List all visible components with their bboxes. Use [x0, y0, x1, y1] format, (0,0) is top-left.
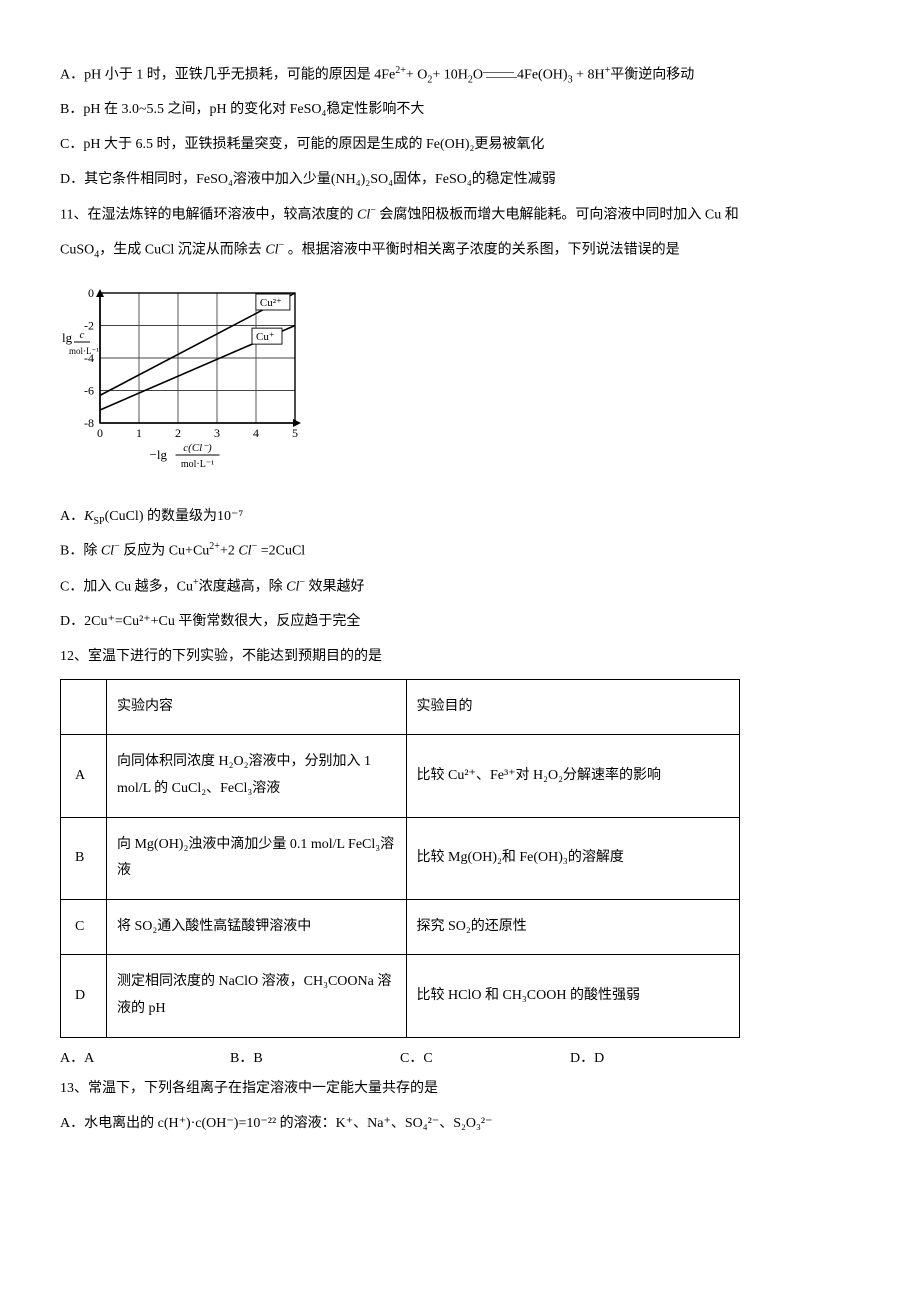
table-row: D 测定相同浓度的 NaClO 溶液，CH₃COONa 溶液的 pH 比较 HC…	[61, 955, 740, 1037]
row-purpose: 探究 SO₂的还原性	[406, 899, 739, 955]
choice-c: C．C	[400, 1044, 570, 1075]
q12-choices: A．A B．B C．C D．D	[60, 1044, 740, 1075]
svg-text:0: 0	[97, 426, 103, 440]
q13-opt-a: A．水电离出的 c(H⁺)·c(OH⁻)=10⁻²² 的溶液：K⁺、Na⁺、SO…	[60, 1109, 860, 1140]
q12-table: 实验内容 实验目的 A 向同体积同浓度 H₂O₂溶液中，分别加入 1 mol/L…	[60, 679, 740, 1038]
row-content: 向 Mg(OH)₂浊液中滴加少量 0.1 mol/L FeCl₃溶液	[106, 817, 406, 899]
svg-text:4: 4	[253, 426, 259, 440]
q11-opt-a: A．KSP(CuCl) 的数量级为10⁻⁷	[60, 502, 860, 533]
svg-text:c(Cl⁻): c(Cl⁻)	[183, 442, 212, 454]
svg-text:5: 5	[292, 426, 298, 440]
row-key: B	[61, 817, 107, 899]
row-key: C	[61, 899, 107, 955]
q11-opt-c: C．加入 Cu 越多，Cu+浓度越高，除 Cl− 效果越好	[60, 572, 860, 603]
table-row: C 将 SO₂通入酸性高锰酸钾溶液中 探究 SO₂的还原性	[61, 899, 740, 955]
table-header: 实验内容 实验目的	[61, 679, 740, 735]
table-row: B 向 Mg(OH)₂浊液中滴加少量 0.1 mol/L FeCl₃溶液 比较 …	[61, 817, 740, 899]
svg-text:-2: -2	[84, 318, 94, 332]
svg-text:Cu²⁺: Cu²⁺	[260, 297, 282, 309]
q11-opt-b: B．除 Cl− 反应为 Cu+Cu2++2 Cl− =2CuCl	[60, 536, 860, 567]
svg-text:0: 0	[88, 286, 94, 300]
choice-d: D．D	[570, 1044, 740, 1075]
header-content: 实验内容	[106, 679, 406, 735]
svg-text:Cu⁺: Cu⁺	[256, 331, 275, 343]
row-content: 测定相同浓度的 NaClO 溶液，CH₃COONa 溶液的 pH	[106, 955, 406, 1037]
row-content: 向同体积同浓度 H₂O₂溶液中，分别加入 1 mol/L 的 CuCl₂、FeC…	[106, 735, 406, 817]
header-purpose: 实验目的	[406, 679, 739, 735]
opt-c: C．pH 大于 6.5 时，亚铁损耗量突变，可能的原因是生成的 Fe(OH)₂更…	[60, 130, 860, 161]
row-content: 将 SO₂通入酸性高锰酸钾溶液中	[106, 899, 406, 955]
svg-text:-8: -8	[84, 416, 94, 430]
table-row: A 向同体积同浓度 H₂O₂溶液中，分别加入 1 mol/L 的 CuCl₂、F…	[61, 735, 740, 817]
svg-text:mol·L⁻¹: mol·L⁻¹	[69, 346, 99, 356]
opt-d: D．其它条件相同时，FeSO₄溶液中加入少量(NH₄)₂SO₄固体，FeSO₄的…	[60, 165, 860, 196]
q11-chart: 0123450-2-4-6-8Cu²⁺Cu⁺lgcmol·L⁻¹−lgc(Cl⁻…	[60, 281, 860, 492]
row-purpose: 比较 HClO 和 CH₃COOH 的酸性强弱	[406, 955, 739, 1037]
q13-stem: 13、常温下，下列各组离子在指定溶液中一定能大量共存的是	[60, 1074, 860, 1105]
row-purpose: 比较 Cu²⁺、Fe³⁺对 H₂O₂分解速率的影响	[406, 735, 739, 817]
q11-stem-2: CuSO4，生成 CuCl 沉淀从而除去 Cl− 。根据溶液中平衡时相关离子浓度…	[60, 235, 860, 266]
row-key: D	[61, 955, 107, 1037]
choice-a: A．A	[60, 1044, 230, 1075]
row-key: A	[61, 735, 107, 817]
svg-text:1: 1	[136, 426, 142, 440]
choice-b: B．B	[230, 1044, 400, 1075]
svg-text:lg: lg	[62, 330, 73, 345]
svg-text:mol·L⁻¹: mol·L⁻¹	[181, 459, 214, 470]
svg-text:c: c	[80, 329, 85, 341]
opt-b: B．pH 在 3.0~5.5 之间，pH 的变化对 FeSO₄稳定性影响不大	[60, 95, 860, 126]
svg-text:-6: -6	[84, 383, 94, 397]
opt-a: A．pH 小于 1 时，亚铁几乎无损耗，可能的原因是 4Fe2++ O2+ 10…	[60, 60, 860, 91]
q11-opt-d: D．2Cu⁺=Cu²⁺+Cu 平衡常数很大，反应趋于完全	[60, 607, 860, 638]
q11-stem-1: 11、在湿法炼锌的电解循环溶液中，较高浓度的 Cl− 会腐蚀阳极板而增大电解能耗…	[60, 200, 860, 231]
svg-text:2: 2	[175, 426, 181, 440]
svg-text:−lg: −lg	[150, 447, 168, 462]
svg-text:3: 3	[214, 426, 220, 440]
q12-stem: 12、室温下进行的下列实验，不能达到预期目的的是	[60, 642, 860, 673]
row-purpose: 比较 Mg(OH)₂和 Fe(OH)₃的溶解度	[406, 817, 739, 899]
